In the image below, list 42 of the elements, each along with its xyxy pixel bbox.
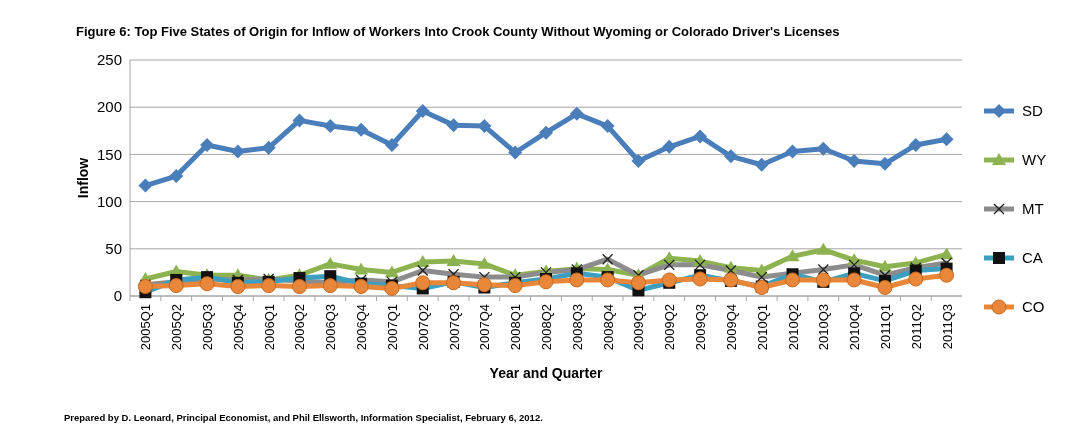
legend-label: CO	[1022, 298, 1045, 316]
x-tick-label: 2011Q3	[939, 304, 955, 350]
legend-label: WY	[1022, 151, 1047, 169]
x-tick-label: 2007Q1	[384, 304, 400, 351]
x-tick-label: 2005Q3	[200, 304, 216, 351]
text: Prepared by D. Leonard, Principal Economist, and Phil Ellsworth, Information Specialist, February 6, 2012.	[64, 412, 543, 423]
y-axis-title: Inflow	[75, 157, 91, 199]
chart-title: Figure 6: Top Five States of Origin for Inflow of Workers Into Crook County Without Wyoming or Colorado Driver's Licenses	[76, 24, 840, 39]
x-tick-label: 2006Q4	[354, 304, 370, 351]
x-tick-label: 2008Q3	[569, 304, 585, 351]
x-tick-label: 2007Q2	[415, 304, 431, 351]
y-tick-label: 0	[113, 287, 122, 305]
y-tick-label: 50	[105, 240, 122, 258]
x-tick-label: 2006Q3	[323, 304, 339, 351]
x-tick-label: 2009Q1	[631, 304, 647, 351]
x-tick-label: 2007Q4	[477, 304, 493, 351]
x-tick-label: 2008Q2	[539, 304, 554, 351]
y-tick-label: 250	[96, 51, 122, 69]
x-tick-label: 2009Q4	[723, 304, 739, 351]
x-tick-label: 2008Q1	[508, 304, 524, 351]
y-tick-label: 150	[96, 145, 122, 163]
x-tick-label: 2010Q3	[816, 304, 832, 351]
x-tick-label: 2011Q1	[877, 304, 893, 350]
x-tick-label: 2010Q4	[847, 304, 863, 351]
x-axis-title: Year and Quarter	[489, 365, 603, 381]
y-tick-label: 200	[96, 98, 122, 116]
x-tick-label: 2011Q2	[908, 304, 924, 350]
x-tick-label: 2005Q1	[138, 304, 154, 351]
x-tick-label: 2010Q2	[785, 304, 801, 351]
legend-label: CA	[1022, 249, 1043, 267]
y-tick-label: 100	[96, 192, 122, 210]
x-tick-label: 2005Q2	[169, 304, 185, 351]
x-tick-label: 2009Q3	[693, 304, 709, 351]
x-tick-label: 2006Q2	[292, 304, 308, 351]
x-tick-label: 2005Q4	[230, 304, 246, 351]
x-tick-label: 2009Q2	[662, 304, 678, 351]
legend-label: SD	[1022, 102, 1043, 120]
x-tick-label: 2007Q3	[446, 304, 462, 351]
x-tick-label: 2008Q4	[600, 304, 616, 351]
x-tick-label: 2006Q1	[261, 304, 277, 351]
x-tick-label: 2010Q1	[754, 304, 770, 351]
legend-label: MT	[1022, 200, 1044, 218]
